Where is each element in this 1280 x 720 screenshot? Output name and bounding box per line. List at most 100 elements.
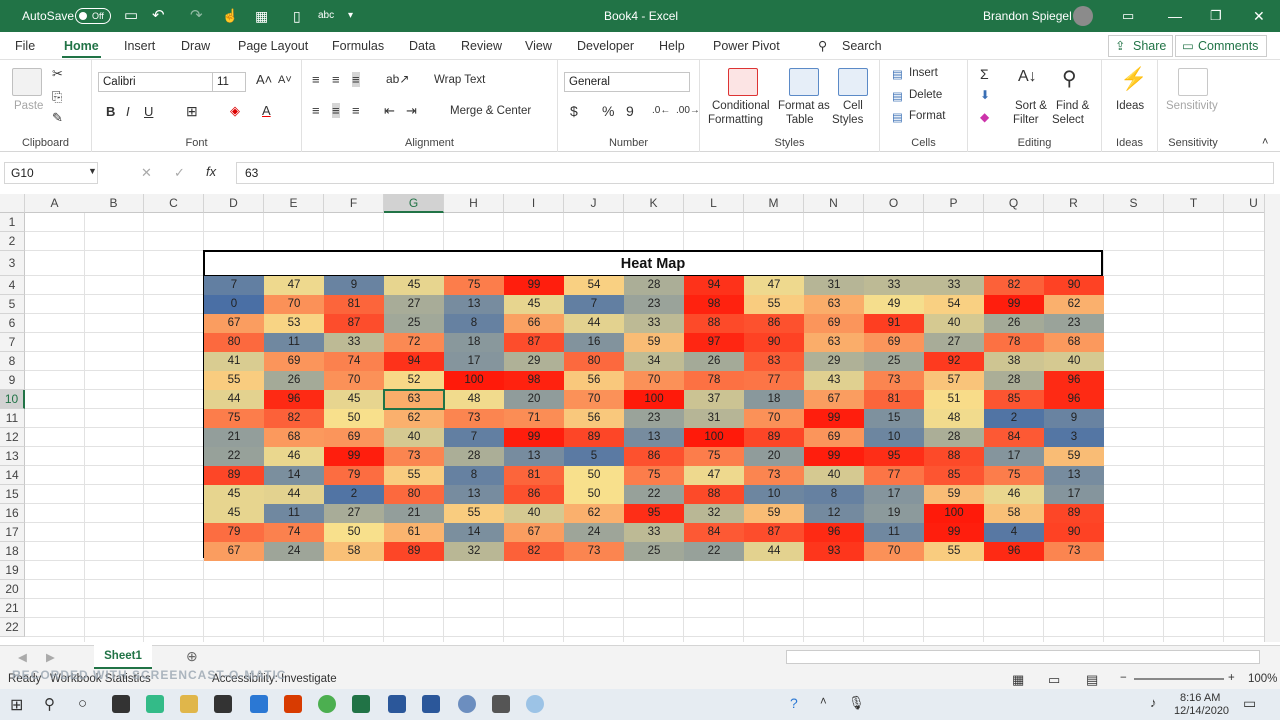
heat-map-cell[interactable]: 67 bbox=[204, 314, 264, 333]
heat-map-cell[interactable]: 28 bbox=[924, 428, 984, 447]
heat-map-cell[interactable]: 62 bbox=[1044, 295, 1104, 314]
heat-map-cell[interactable]: 56 bbox=[564, 409, 624, 428]
heat-map-cell[interactable]: 27 bbox=[324, 504, 384, 523]
cortana-icon[interactable]: ○ bbox=[78, 695, 88, 712]
collapse-ribbon-icon[interactable]: ˄ bbox=[1262, 136, 1269, 148]
heat-map-cell[interactable]: 69 bbox=[804, 428, 864, 447]
heat-map-cell[interactable]: 87 bbox=[504, 333, 564, 352]
search-icon[interactable]: ⚲ bbox=[818, 39, 828, 53]
heat-map-cell[interactable]: 59 bbox=[924, 485, 984, 504]
copy-icon[interactable]: ⎘ bbox=[52, 89, 63, 104]
heat-map-cell[interactable]: 45 bbox=[324, 390, 384, 409]
heat-map-cell[interactable]: 82 bbox=[504, 542, 564, 561]
name-box-dropdown-icon[interactable]: ▼ bbox=[88, 166, 97, 176]
office-icon[interactable] bbox=[284, 695, 302, 713]
share-button[interactable]: Share bbox=[1108, 35, 1174, 57]
heat-map-cell[interactable]: 82 bbox=[984, 276, 1044, 295]
select-all-corner[interactable] bbox=[0, 194, 25, 213]
tab-review[interactable]: Review bbox=[461, 39, 502, 53]
heat-map-cell[interactable]: 55 bbox=[204, 371, 264, 390]
heat-map-cell[interactable]: 0 bbox=[204, 295, 264, 314]
column-header-f[interactable]: F bbox=[324, 194, 384, 213]
currency-icon[interactable]: $ bbox=[570, 103, 578, 119]
file-explorer-icon[interactable] bbox=[180, 695, 198, 713]
clock-date[interactable]: 12/14/2020 bbox=[1174, 705, 1230, 717]
heat-map-cell[interactable]: 99 bbox=[504, 276, 564, 295]
align-top-icon[interactable]: ≡ bbox=[312, 72, 320, 87]
heat-map-cell[interactable]: 90 bbox=[1044, 276, 1104, 295]
heat-map-cell[interactable]: 94 bbox=[384, 352, 444, 371]
taskbar-search-icon[interactable]: ⚲ bbox=[44, 696, 55, 713]
heat-map-cell[interactable]: 94 bbox=[684, 276, 744, 295]
zoom-slider[interactable] bbox=[1134, 678, 1224, 680]
heat-map-cell[interactable]: 21 bbox=[204, 428, 264, 447]
customize-toolbar-icon[interactable]: ▾ bbox=[348, 10, 354, 21]
heat-map-cell[interactable]: 45 bbox=[204, 485, 264, 504]
heat-map-cell[interactable]: 38 bbox=[984, 352, 1044, 371]
fill-color-icon[interactable]: ◈ bbox=[230, 103, 240, 118]
heat-map-cell[interactable]: 87 bbox=[324, 314, 384, 333]
decrease-indent-icon[interactable]: ⇤ bbox=[384, 103, 395, 118]
column-header-j[interactable]: J bbox=[564, 194, 624, 213]
column-header-r[interactable]: R bbox=[1044, 194, 1104, 213]
comments-button[interactable]: Comments bbox=[1175, 35, 1268, 57]
sort-filter-label-1[interactable]: Sort & bbox=[1015, 100, 1047, 112]
heat-map-cell[interactable]: 8 bbox=[444, 314, 504, 333]
heat-map-cell[interactable]: 75 bbox=[204, 409, 264, 428]
heat-map-cell[interactable]: 50 bbox=[324, 409, 384, 428]
heat-map-cell[interactable]: 77 bbox=[864, 466, 924, 485]
row-header-22[interactable]: 22 bbox=[0, 618, 25, 637]
fill-icon[interactable]: ⬇ bbox=[980, 88, 991, 102]
row-header-5[interactable]: 5 bbox=[0, 295, 25, 314]
heat-map-cell[interactable]: 33 bbox=[864, 276, 924, 295]
column-header-b[interactable]: B bbox=[84, 194, 144, 213]
heat-map-cell[interactable]: 41 bbox=[204, 352, 264, 371]
heat-map-cell[interactable]: 89 bbox=[744, 428, 804, 447]
heat-map-cell[interactable]: 80 bbox=[204, 333, 264, 352]
publisher-icon[interactable] bbox=[388, 695, 406, 713]
number-format-select[interactable]: General bbox=[564, 72, 690, 92]
clock-time[interactable]: 8:16 AM bbox=[1180, 692, 1221, 704]
tab-page-layout[interactable]: Page Layout bbox=[238, 39, 309, 53]
enter-icon[interactable]: ✓ bbox=[174, 165, 185, 180]
heat-map-cell[interactable]: 16 bbox=[564, 333, 624, 352]
heat-map-cell[interactable]: 18 bbox=[744, 390, 804, 409]
ribbon-display-icon[interactable]: ▭ bbox=[1122, 8, 1135, 23]
chrome-icon[interactable] bbox=[318, 695, 336, 713]
heat-map-cell[interactable]: 45 bbox=[504, 295, 564, 314]
column-header-a[interactable]: A bbox=[25, 194, 85, 213]
search-box[interactable]: Search bbox=[842, 39, 882, 53]
row-header-10[interactable]: 10 bbox=[0, 390, 25, 409]
row-header-12[interactable]: 12 bbox=[0, 428, 25, 447]
heat-map-cell[interactable]: 69 bbox=[864, 333, 924, 352]
heat-map-cell[interactable]: 80 bbox=[564, 352, 624, 371]
sort-filter-label-2[interactable]: Filter bbox=[1013, 114, 1039, 126]
heat-map-cell[interactable]: 73 bbox=[1044, 542, 1104, 561]
heat-map-cell[interactable]: 100 bbox=[624, 390, 684, 409]
heat-map-cell[interactable]: 85 bbox=[924, 466, 984, 485]
heat-map-cell[interactable]: 93 bbox=[804, 542, 864, 561]
volume-icon[interactable]: ♪ bbox=[1150, 695, 1157, 710]
heat-map-cell[interactable]: 75 bbox=[444, 276, 504, 295]
heat-map-cell[interactable]: 88 bbox=[684, 485, 744, 504]
tab-view[interactable]: View bbox=[525, 39, 552, 53]
cell-styles-label-1[interactable]: Cell bbox=[843, 100, 863, 112]
heat-map-cell[interactable]: 67 bbox=[204, 542, 264, 561]
heat-map-cell[interactable]: 86 bbox=[624, 447, 684, 466]
borders-icon[interactable]: ⊞ bbox=[186, 103, 198, 119]
save-icon[interactable]: ▭ bbox=[124, 7, 139, 24]
heat-map-cell[interactable]: 72 bbox=[384, 333, 444, 352]
heat-map-cell[interactable]: 70 bbox=[264, 295, 324, 314]
cancel-icon[interactable]: ✕ bbox=[141, 165, 152, 180]
insert-function-icon[interactable]: fx bbox=[206, 164, 217, 179]
column-header-e[interactable]: E bbox=[264, 194, 324, 213]
heat-map-cell[interactable]: 54 bbox=[924, 295, 984, 314]
workbook-statistics[interactable]: Workbook Statistics bbox=[50, 673, 151, 685]
heat-map-cell[interactable]: 70 bbox=[864, 542, 924, 561]
spelling-icon[interactable]: abc bbox=[318, 10, 335, 21]
column-header-m[interactable]: M bbox=[744, 194, 804, 213]
heat-map-cell[interactable]: 43 bbox=[804, 371, 864, 390]
italic-icon[interactable]: I bbox=[126, 104, 130, 119]
new-doc-icon[interactable]: ▯ bbox=[293, 8, 301, 24]
heat-map-cell[interactable]: 47 bbox=[744, 276, 804, 295]
